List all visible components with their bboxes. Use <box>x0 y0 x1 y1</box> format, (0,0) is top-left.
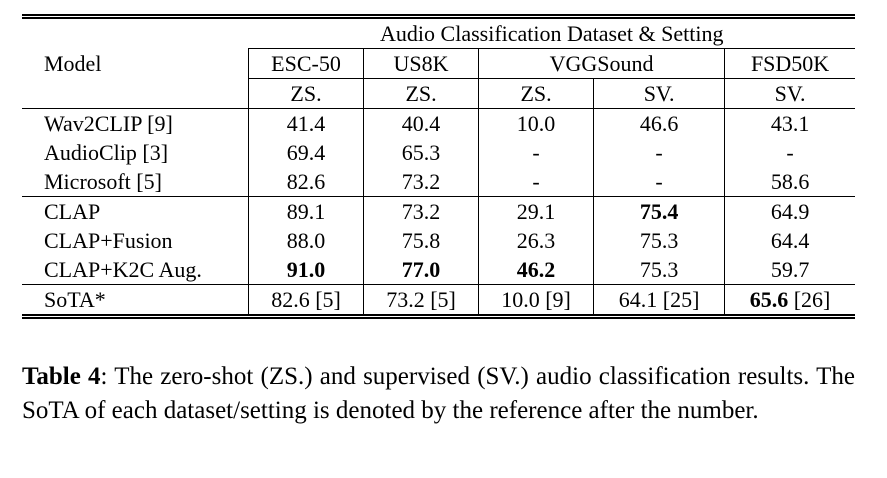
empty-cell <box>22 78 249 109</box>
value-cell: 64.9 <box>724 196 855 226</box>
value-cell: 73.2 <box>363 167 479 197</box>
value-cell: - <box>593 167 725 197</box>
value-cell: 69.4 <box>247 138 364 167</box>
header-row: Audio Classification Dataset & Setting <box>22 16 855 49</box>
dataset-header: FSD50K <box>724 48 855 79</box>
model-header: Model <box>44 51 102 76</box>
model-cell: SoTA* <box>22 284 249 317</box>
caption-label: Table 4 <box>22 363 101 390</box>
value-cell: 59.7 <box>724 255 855 285</box>
group-header: Audio Classification Dataset & Setting <box>248 16 855 49</box>
value-text: 91.0 <box>286 257 326 282</box>
value-text: 46.2 <box>516 257 556 282</box>
data-row: CLAP+K2C Aug. 91.0 77.0 46.2 75.3 59.7 <box>22 255 855 285</box>
setting-header: SV. <box>724 78 855 109</box>
value-cell: - <box>478 138 594 167</box>
setting-header: ZS. <box>363 78 479 109</box>
model-cell: Microsoft [5] <box>44 169 162 194</box>
value-cell: 73.2 [5] <box>363 284 479 317</box>
value-cell: 29.1 <box>478 196 594 226</box>
setting-header: SV. <box>593 78 725 109</box>
value-cell: 82.6 [5] <box>247 284 364 317</box>
results-table: Audio Classification Dataset & Setting M… <box>22 14 855 319</box>
header-row: Model ESC-50 US8K VGGSound FSD50K <box>22 48 855 79</box>
value-cell: 89.1 <box>247 196 364 226</box>
reference: [26] <box>793 287 831 312</box>
data-row: CLAP 89.1 73.2 29.1 75.4 64.9 <box>22 196 855 226</box>
caption-text: : The zero-shot (ZS.) and supervised (SV… <box>22 363 856 424</box>
setting-header: ZS. <box>478 78 594 109</box>
value-cell: 75.8 <box>363 226 479 255</box>
value-cell: 43.1 <box>724 108 855 138</box>
value-cell: 10.0 <box>478 108 594 138</box>
value-text: 65.6 <box>749 287 789 312</box>
data-row: Microsoft [5] 82.6 73.2- -58.6 <box>22 167 855 197</box>
value-text: 75.4 <box>639 199 679 224</box>
dataset-header: US8K <box>363 48 479 79</box>
value-cell: 75.3 <box>593 226 725 255</box>
data-row: Wav2CLIP [9] 41.4 40.4 10.0 46.6 43.1 <box>22 108 855 138</box>
value-cell: 26.3 <box>478 226 594 255</box>
value-cell: - <box>593 138 725 167</box>
value-cell: 10.0 [9] <box>478 284 594 317</box>
value-cell: 46.2 <box>478 255 594 285</box>
value-cell: 82.6 <box>247 167 364 197</box>
table-body: Audio Classification Dataset & Setting M… <box>22 16 855 317</box>
value-cell: 41.4 <box>247 108 364 138</box>
dataset-header: VGGSound <box>478 48 725 79</box>
value-cell: - <box>724 138 855 167</box>
value-cell: 64.1 [25] <box>593 284 725 317</box>
model-cell: AudioClip [3] <box>44 140 169 165</box>
value-cell: 64.4 <box>724 226 855 255</box>
model-cell: CLAP+Fusion <box>44 228 173 253</box>
value-cell: 91.0 <box>247 255 364 285</box>
value-cell: 73.2 <box>363 196 479 226</box>
empty-cell <box>22 17 249 49</box>
setting-header: ZS. <box>247 78 364 109</box>
value-cell: 65.3 <box>363 138 479 167</box>
value-cell: 75.4 <box>593 196 725 226</box>
value-cell: 75.3 <box>593 255 725 285</box>
data-row: CLAP+Fusion 88.0 75.8 26.3 75.3 64.4 <box>22 226 855 255</box>
data-row: AudioClip [3] 69.4 65.3- - - <box>22 138 855 167</box>
header-row: ZS. ZS. ZS. SV. SV. <box>22 78 855 109</box>
value-cell: - <box>478 167 594 197</box>
dataset-header: ESC-50 <box>247 48 364 79</box>
data-row: SoTA* 82.6 [5] 73.2 [5] 10.0 [9] 64.1 [25] 65… <box>22 284 855 317</box>
value-cell: 77.0 <box>363 255 479 285</box>
model-cell: CLAP+K2C Aug. <box>44 257 202 282</box>
value-cell: 46.6 <box>593 108 725 138</box>
caption: Table 4: The zero-shot (ZS.) and supervi… <box>22 360 855 428</box>
value-cell: 65.6 [26] <box>724 284 855 317</box>
value-cell: 40.4 <box>363 108 479 138</box>
model-cell: CLAP <box>22 196 249 226</box>
value-cell: 58.6 <box>724 167 855 197</box>
value-cell: 88.0 <box>247 226 364 255</box>
value-text: 77.0 <box>401 257 441 282</box>
model-cell: Wav2CLIP [9] <box>44 111 173 136</box>
